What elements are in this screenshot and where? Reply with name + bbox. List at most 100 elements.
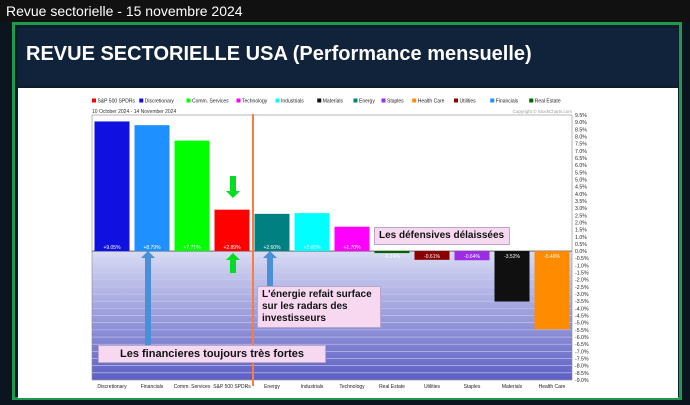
y-tick-label: -7.5% <box>575 357 589 363</box>
y-tick-label: 1.0% <box>575 235 587 241</box>
y-tick-label: -4.5% <box>575 314 589 320</box>
y-tick-label: 2.0% <box>575 220 587 226</box>
slide-header <box>18 28 678 86</box>
blue-arrow-financials <box>141 251 155 346</box>
bar-value-label: +2.60% <box>263 245 281 251</box>
legend-swatch <box>139 98 144 103</box>
x-tick-label: Real Estate <box>379 384 405 390</box>
y-tick-label: -7.0% <box>575 349 589 355</box>
y-tick-label: 7.0% <box>575 149 587 155</box>
bar-value-label: -3.52% <box>504 254 520 260</box>
x-tick-label: Energy <box>264 384 280 390</box>
blue-arrow-energy <box>263 251 277 290</box>
bar-materials <box>494 251 530 302</box>
y-tick-label: 9.0% <box>575 120 587 126</box>
legend-label: Health Care <box>418 99 445 105</box>
y-tick-label: -0.5% <box>575 256 589 262</box>
y-tick-label: 0.5% <box>575 242 587 248</box>
y-tick-label: 1.5% <box>575 228 587 234</box>
callout-financials: Les financieres toujours très fortes <box>98 345 326 363</box>
y-tick-label: -1.5% <box>575 271 589 277</box>
bar-value-label: +8.79% <box>143 245 161 251</box>
y-tick-label: 4.5% <box>575 185 587 191</box>
y-tick-label: 5.5% <box>575 170 587 176</box>
y-tick-label: -6.0% <box>575 335 589 341</box>
x-tick-label: Discretionary <box>97 384 127 390</box>
y-tick-label: 5.0% <box>575 177 587 183</box>
y-tick-label: 7.5% <box>575 142 587 148</box>
y-tick-label: 8.0% <box>575 134 587 140</box>
x-tick-label: Materials <box>502 384 523 390</box>
y-tick-label: 8.5% <box>575 127 587 133</box>
bar-industrials <box>294 213 330 252</box>
bar-staples <box>454 251 490 261</box>
y-tick-label: -9.0% <box>575 378 589 384</box>
legend-swatch <box>92 98 96 103</box>
bar-value-label: +7.71% <box>183 245 201 251</box>
legend-swatch <box>186 98 191 103</box>
bar-value-label: -0.61% <box>424 254 440 260</box>
bar-financials <box>134 125 170 252</box>
y-tick-label: 3.0% <box>575 206 587 212</box>
y-tick-label: -5.5% <box>575 328 589 334</box>
legend-label: Discretionary <box>145 99 175 105</box>
bar-utilities <box>414 251 450 260</box>
callout-energy: L'énergie refait surface sur les radars … <box>257 286 381 328</box>
bar-health-care <box>534 251 570 330</box>
y-tick-label: 9.5% <box>575 113 587 119</box>
legend-label: Technology <box>242 99 268 105</box>
callout-defensive: Les défensives délaissées <box>374 227 510 245</box>
bar-value-label: +2.65% <box>303 245 321 251</box>
bar-discretionary <box>94 121 130 252</box>
y-tick-label: -3.0% <box>575 292 589 298</box>
y-tick-label: 6.0% <box>575 163 587 169</box>
x-tick-label: Staples <box>464 384 481 390</box>
y-tick-label: -8.0% <box>575 364 589 370</box>
bar-energy <box>254 213 290 252</box>
bar-value-label: +2.89% <box>223 245 241 251</box>
copyright: Copyright © StockCharts.com <box>513 108 573 114</box>
green-down-arrow <box>226 176 240 198</box>
y-tick-label: 0.0% <box>575 249 587 255</box>
bar-value-label: +9.05% <box>103 245 121 251</box>
bar-comm-services <box>174 140 210 252</box>
x-tick-label: Technology <box>339 384 365 390</box>
x-tick-label: Industrials <box>301 384 324 390</box>
legend-label: Energy <box>359 99 375 105</box>
legend-swatch <box>353 98 358 103</box>
legend-swatch <box>490 98 495 103</box>
plot-border <box>91 114 573 381</box>
bar-value-label: -0.64% <box>464 254 480 260</box>
legend-swatch <box>275 98 280 103</box>
bar-value-label: -0.14% <box>384 254 400 260</box>
y-tick-label: -5.0% <box>575 321 589 327</box>
legend-label: Staples <box>387 99 404 105</box>
bar-technology <box>334 226 370 252</box>
y-tick-label: -3.5% <box>575 299 589 305</box>
legend-label: Comm. Services <box>192 99 229 105</box>
legend-label: Materials <box>323 99 344 105</box>
y-tick-label: 3.5% <box>575 199 587 205</box>
legend-label: Financials <box>496 99 519 105</box>
bar-s-p-500-spdrs <box>214 209 250 252</box>
y-tick-label: 4.0% <box>575 192 587 198</box>
legend-label: Industrials <box>281 99 304 105</box>
date-range: 10 October 2024 - 14 November 2024 <box>92 109 176 115</box>
legend-swatch <box>236 98 241 103</box>
x-tick-label: S&P 500 SPDRs <box>213 384 251 390</box>
bar-real-estate <box>374 251 410 254</box>
y-tick-label: -4.0% <box>575 306 589 312</box>
legend-swatch <box>412 98 417 103</box>
legend-swatch <box>454 98 458 103</box>
window-title: Revue sectorielle - 15 novembre 2024 <box>0 0 690 22</box>
y-tick-label: -8.5% <box>575 371 589 377</box>
x-tick-label: Financials <box>141 384 164 390</box>
legend-swatch <box>317 98 322 103</box>
bar-value-label: -5.46% <box>544 254 560 260</box>
legend-swatch <box>529 98 534 103</box>
y-tick-label: -2.5% <box>575 285 589 291</box>
bar-value-label: +1.70% <box>343 245 361 251</box>
legend-label: S&P 500 SPDRs <box>98 99 136 105</box>
y-tick-label: -1.0% <box>575 263 589 269</box>
slide-title: REVUE SECTORIELLE USA (Performance mensu… <box>26 43 532 65</box>
